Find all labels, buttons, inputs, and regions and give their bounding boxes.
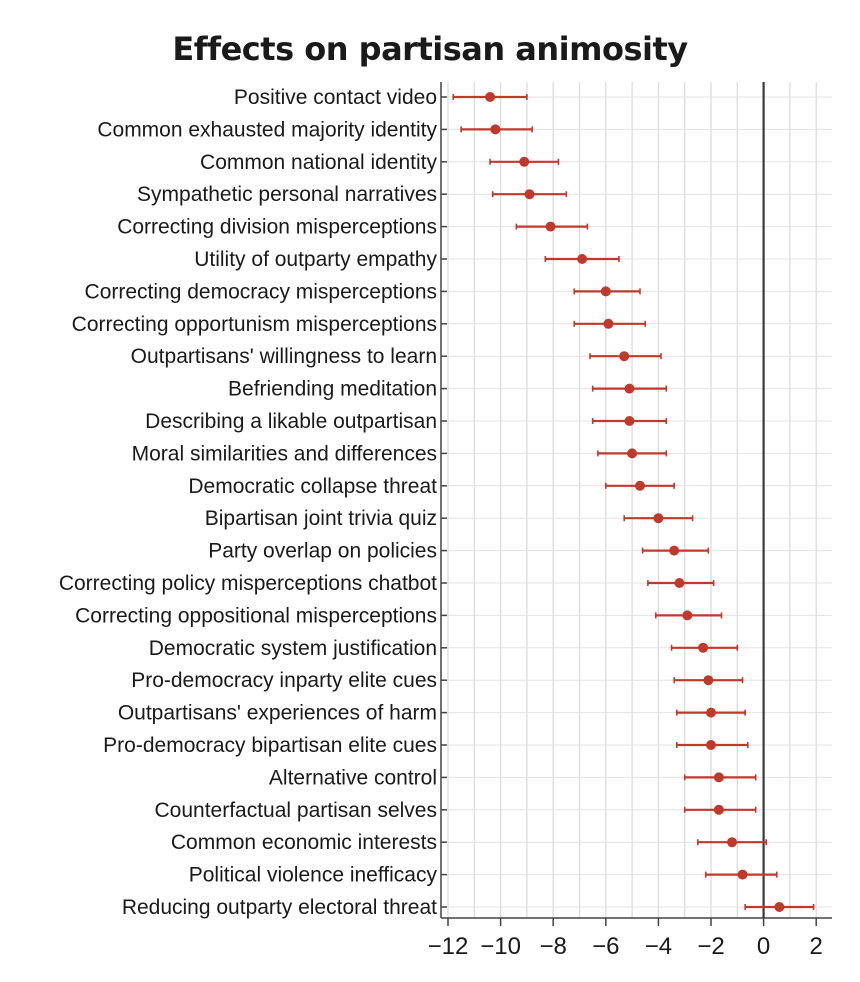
estimate-row <box>573 286 641 297</box>
estimate-row <box>452 92 528 102</box>
estimate-row <box>589 351 662 362</box>
estimate-row <box>604 480 675 491</box>
category-label: Correcting division misperceptions <box>117 216 437 239</box>
estimate-row <box>744 902 815 912</box>
point-estimate <box>600 286 611 297</box>
point-estimate <box>603 318 614 329</box>
point-estimate <box>706 707 716 718</box>
estimate-row <box>641 545 710 556</box>
category-label: Correcting policy misperceptions chatbot <box>59 572 437 595</box>
category-label: Counterfactual partisan selves <box>155 799 438 822</box>
estimate-row <box>683 804 757 815</box>
x-tick-label: −10 <box>480 933 521 960</box>
point-estimate <box>713 772 724 783</box>
point-estimate <box>703 675 714 686</box>
estimate-row <box>704 869 778 880</box>
category-label: Correcting democracy misperceptions <box>85 280 437 303</box>
point-estimate <box>727 837 738 848</box>
category-label: Correcting oppositional misperceptions <box>75 604 437 627</box>
estimate-row <box>460 124 533 135</box>
category-label: Befriending meditation <box>228 378 437 401</box>
estimate-row <box>673 675 744 686</box>
point-estimate <box>698 642 709 653</box>
point-estimate <box>524 189 535 200</box>
estimate-row <box>654 610 723 621</box>
point-estimate <box>653 513 664 524</box>
x-tick-label: −2 <box>697 933 724 960</box>
chart-title: Effects on partisan animosity <box>172 30 688 68</box>
point-estimate <box>619 351 630 362</box>
category-label: Positive contact video <box>234 86 437 109</box>
estimate-row <box>515 221 589 232</box>
estimate-row <box>591 383 668 394</box>
point-estimate <box>713 804 724 815</box>
category-label: Party overlap on policies <box>208 540 437 563</box>
category-label: Bipartisan joint trivia quiz <box>205 507 437 530</box>
point-estimate <box>545 221 556 232</box>
marks-layer <box>452 92 815 912</box>
category-label: Correcting opportunism misperceptions <box>72 313 437 336</box>
point-estimate <box>669 545 680 556</box>
point-estimate <box>674 578 685 588</box>
point-estimate <box>774 902 785 912</box>
estimate-row <box>544 254 620 264</box>
category-label: Common exhausted majority identity <box>97 118 437 141</box>
category-label: Reducing outparty electoral threat <box>122 896 437 919</box>
estimate-row <box>573 318 647 329</box>
x-tick-label: −12 <box>428 933 469 960</box>
estimate-row <box>491 189 568 200</box>
estimate-row <box>597 448 668 459</box>
point-estimate <box>706 740 716 750</box>
estimate-row <box>670 642 739 653</box>
x-tick-label: −8 <box>540 933 567 960</box>
category-label: Moral similarities and differences <box>132 442 437 465</box>
category-label: Democratic collapse threat <box>188 475 437 498</box>
point-estimate <box>577 254 588 264</box>
estimate-row <box>489 156 560 167</box>
point-estimate <box>485 92 496 102</box>
category-label: Common national identity <box>200 151 437 174</box>
category-label: Sympathetic personal narratives <box>137 183 437 206</box>
estimate-row <box>623 513 694 524</box>
point-estimate <box>624 416 635 426</box>
category-label: Outpartisans' experiences of harm <box>118 702 437 725</box>
estimate-row <box>683 772 757 783</box>
category-label: Describing a likable outpartisan <box>145 410 437 433</box>
category-label: Outpartisans' willingness to learn <box>131 345 437 368</box>
category-label: Utility of outparty empathy <box>194 248 437 271</box>
x-tick-label: −6 <box>592 933 619 960</box>
point-estimate <box>627 448 638 459</box>
axis-layer: −12 −10 −8 −6 −4 −2 0 2 <box>428 82 832 960</box>
grid-layer <box>441 82 832 918</box>
x-tick-label: 2 <box>810 933 823 960</box>
category-label: Pro-democracy inparty elite cues <box>131 669 437 692</box>
estimate-row <box>647 578 715 588</box>
category-labels-layer: Positive contact video Common exhausted m… <box>59 86 438 919</box>
category-label: Common economic interests <box>171 831 437 854</box>
point-estimate <box>634 480 645 491</box>
estimate-row <box>676 740 749 750</box>
x-tick-label: 0 <box>757 933 770 960</box>
x-tick-label: −4 <box>645 933 672 960</box>
category-label: Alternative control <box>269 766 437 789</box>
point-estimate <box>737 869 748 880</box>
category-label: Pro-democracy bipartisan elite cues <box>103 734 437 757</box>
estimate-row <box>697 837 768 848</box>
category-label: Democratic system justification <box>149 637 437 660</box>
point-estimate <box>624 383 635 394</box>
estimate-row <box>676 707 746 718</box>
estimate-row <box>591 416 668 426</box>
point-estimate <box>682 610 693 621</box>
point-estimate <box>490 124 501 135</box>
point-estimate <box>519 156 530 167</box>
category-label: Political violence inefficacy <box>189 864 438 887</box>
